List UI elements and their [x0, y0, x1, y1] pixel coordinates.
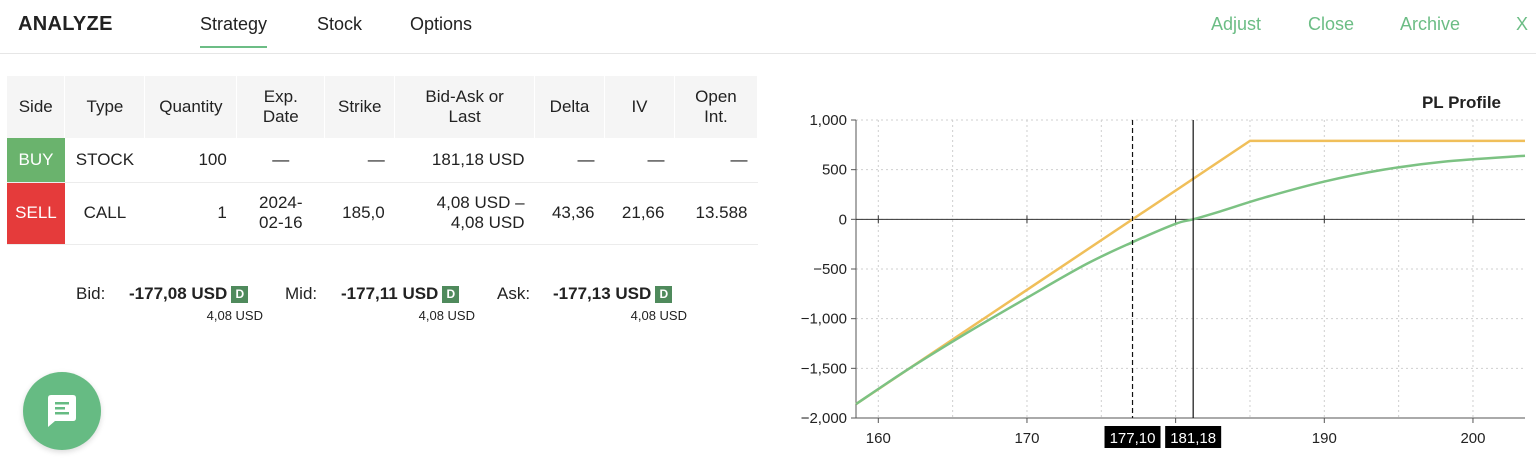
ask-sub-value: 4,08 USD	[630, 308, 687, 323]
strategy-legs-table: Side Type Quantity Exp. Date Strike Bid-A…	[7, 76, 759, 245]
mid-label: Mid:	[285, 284, 318, 303]
delayed-badge: D	[655, 286, 673, 303]
pl-profile-svg: 1,000 500 0 −500 −1,000 −1,500 −2,000 160 170 190…	[801, 93, 1526, 448]
adjust-button[interactable]: Adjust	[1211, 14, 1262, 34]
col-header-delta: Delta	[534, 76, 605, 138]
chart-title: PL Profile	[1422, 93, 1501, 112]
header-bar: ANALYZE Strategy Stock Options Adjust Cl…	[0, 0, 1536, 54]
cell-exp-date: 2024- 02-16	[236, 182, 325, 245]
cell-strike: —	[324, 138, 395, 183]
bid-label: Bid:	[76, 284, 106, 303]
chat-icon	[48, 395, 76, 427]
col-header-open-int: Open Int.	[674, 76, 759, 138]
col-header-type: Type	[64, 76, 146, 138]
marker-label: 177,10	[1110, 430, 1156, 447]
series-line-today	[855, 154, 1526, 406]
close-button[interactable]: Close	[1308, 14, 1355, 34]
y-tick-label: −500	[813, 261, 847, 278]
y-tick-label: 1,000	[809, 112, 847, 129]
cell-bid-ask: 181,18 USD	[394, 138, 535, 183]
ask-label: Ask:	[497, 284, 531, 303]
col-header-quantity: Quantity	[144, 76, 238, 138]
col-header-exp-date: Exp. Date	[236, 76, 326, 138]
x-tick-label: 190	[1312, 430, 1337, 447]
side-badge-buy: BUY	[7, 138, 65, 183]
x-tick-label: 170	[1014, 430, 1039, 447]
cell-quantity: 100	[144, 138, 237, 183]
col-header-side: Side	[7, 76, 66, 138]
y-tick-label: 0	[839, 211, 847, 228]
delayed-badge: D	[231, 286, 249, 303]
mid-value: -177,11 USD D	[341, 284, 460, 304]
cell-strike: 185,0	[324, 182, 395, 245]
ask-value: -177,13 USD D	[553, 284, 673, 304]
cell-open-int: 13.588	[674, 182, 758, 245]
y-tick-label: −1,000	[801, 311, 847, 328]
y-tick-label: −1,500	[801, 360, 847, 377]
chat-button[interactable]	[23, 372, 101, 450]
bid-value: -177,08 USD D	[129, 284, 249, 304]
table-row: SELL CALL 1 2024- 02-16 185,0 4,08 USD –4…	[7, 182, 758, 245]
marker-label-box	[1165, 426, 1222, 448]
cell-iv: 21,66	[604, 182, 675, 245]
series-line-expiry	[855, 139, 1525, 406]
mid-sub-value: 4,08 USD	[418, 308, 475, 323]
tab-options[interactable]: Options	[410, 14, 473, 34]
app-title: ANALYZE	[18, 13, 113, 35]
col-header-strike: Strike	[324, 76, 396, 138]
cell-quantity: 1	[144, 182, 237, 245]
cell-iv: —	[604, 138, 675, 183]
cell-open-int: —	[674, 138, 758, 183]
cell-exp-date: —	[236, 138, 325, 183]
table-row: BUY STOCK 100 — — 181,18 USD — — —	[7, 138, 758, 183]
side-badge-sell: SELL	[7, 182, 65, 245]
x-tick-label: 160	[866, 430, 891, 447]
y-tick-label: 500	[822, 162, 847, 179]
tab-stock[interactable]: Stock	[317, 14, 363, 34]
cell-delta: 43,36	[534, 182, 605, 245]
dismiss-icon[interactable]: X	[1516, 14, 1529, 34]
marker-label-box	[1104, 426, 1161, 448]
pl-profile-chart: 1,000 500 0 −500 −1,000 −1,500 −2,000 160 170 190…	[776, 78, 1536, 465]
cell-type: STOCK	[64, 138, 145, 183]
archive-button[interactable]: Archive	[1400, 14, 1461, 34]
cell-delta: —	[534, 138, 605, 183]
cell-bid-ask: 4,08 USD –4,08 USD	[394, 182, 535, 245]
y-tick-label: −2,000	[801, 410, 847, 427]
bid-sub-value: 4,08 USD	[206, 308, 263, 323]
delayed-badge: D	[442, 286, 460, 303]
tab-strategy[interactable]: Strategy	[200, 14, 268, 48]
table-header-row: Side Type Quantity Exp. Date Strike Bid-A…	[7, 76, 759, 138]
x-tick-label: 200	[1460, 430, 1485, 447]
cell-type: CALL	[64, 182, 145, 245]
col-header-bid-ask: Bid-Ask or Last	[394, 76, 536, 138]
col-header-iv: IV	[604, 76, 675, 138]
marker-label: 181,18	[1170, 430, 1216, 447]
